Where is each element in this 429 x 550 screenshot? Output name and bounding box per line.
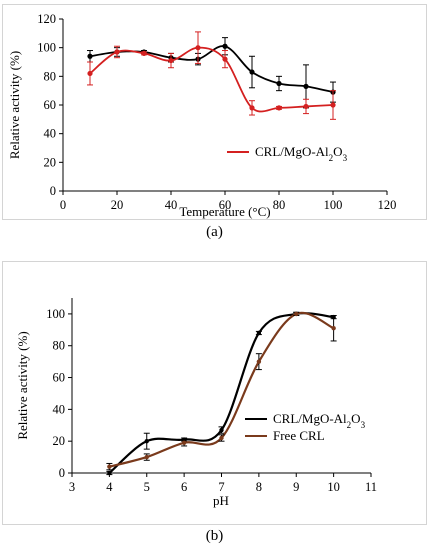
y-tick-label: 40: [53, 402, 66, 416]
series-line: [89, 46, 334, 113]
data-point: [141, 50, 147, 57]
legend-label: CRL/MgO-Al2O3: [273, 411, 366, 430]
legend-subscript: 3: [343, 153, 348, 163]
x-tick-label: 5: [144, 480, 150, 494]
data-point: [107, 470, 112, 476]
x-tick-label: 6: [181, 480, 187, 494]
chart-panel-a: 0 20 40 60 80 100 120 0 20 40 60 80 100 120 Temperatur…: [2, 4, 427, 220]
caption-a-text: (a): [206, 224, 223, 240]
legend-text: O: [333, 144, 342, 159]
y-tick-label: 120: [37, 12, 56, 26]
series-0: [87, 37, 336, 109]
legend-label: CRL/MgO-Al2O3: [255, 144, 348, 163]
legend-subscript: 3: [361, 420, 366, 430]
series-1: [87, 31, 336, 120]
legend-text: CRL/MgO-Al: [255, 144, 329, 159]
x-tick-label: 3: [69, 480, 75, 494]
legend-label: Free CRL: [273, 428, 325, 443]
data-point: [114, 49, 120, 55]
x-axis-label: pH: [213, 493, 229, 508]
data-point: [181, 440, 187, 445]
legend: CRL/MgO-Al2O3: [227, 144, 348, 163]
y-axis-label: Relative activity (%): [7, 51, 22, 159]
y-tick-label: 60: [44, 98, 57, 112]
y-axis-label: Relative activity (%): [15, 331, 30, 439]
x-tick-label: 60: [219, 198, 232, 212]
data-point: [294, 311, 299, 317]
y-tick-label: 80: [53, 339, 66, 353]
x-tick-label: 40: [165, 198, 178, 212]
data-point: [222, 43, 228, 49]
data-point: [144, 438, 149, 444]
y-tick-label: 0: [50, 184, 56, 198]
data-point: [249, 105, 255, 111]
y-tick-label: 80: [44, 69, 57, 83]
y-tick-label: 100: [46, 307, 65, 321]
data-point: [219, 427, 224, 433]
y-tick-label: 60: [53, 371, 66, 385]
data-point: [256, 330, 262, 336]
x-tick-label: 7: [218, 480, 224, 494]
legend-text: O: [351, 411, 360, 426]
legend-text: CRL/MgO-Al: [273, 411, 347, 426]
data-point: [222, 56, 228, 62]
x-tick-label: 8: [256, 480, 262, 494]
temperature-chart: 0 20 40 60 80 100 120 0 20 40 60 80 100 120 Temperatur…: [7, 12, 397, 219]
x-tick-label: 9: [293, 480, 299, 494]
chart-panel-b: 0 20 40 60 80 100 3 4 5 6 7 8 9 10 11 pH Relative activi…: [2, 261, 427, 525]
data-point: [168, 57, 174, 64]
data-point: [144, 454, 149, 460]
data-point: [87, 53, 93, 59]
x-tick-label: 120: [378, 198, 397, 212]
x-tick-label: 20: [111, 198, 124, 212]
data-point: [195, 45, 201, 51]
y-tick-label: 40: [44, 127, 57, 141]
data-point: [303, 83, 309, 89]
data-point: [249, 69, 255, 75]
y-tick-label: 100: [37, 41, 56, 55]
data-point: [276, 80, 282, 87]
y-tick-label: 0: [59, 466, 65, 480]
data-point: [303, 103, 309, 110]
series-1: [106, 311, 337, 471]
ph-chart: 0 20 40 60 80 100 3 4 5 6 7 8 9 10 11 pH Relative activi…: [15, 298, 377, 508]
x-tick-label: 10: [327, 480, 340, 494]
x-axis-label: Temperature (°C): [179, 204, 270, 219]
data-point: [331, 326, 336, 331]
data-point: [276, 105, 282, 111]
data-point: [330, 102, 336, 108]
x-tick-label: 80: [273, 198, 286, 212]
y-tick-label: 20: [53, 434, 66, 448]
caption-a: (a): [0, 224, 429, 241]
x-tick-label: 11: [365, 480, 377, 494]
x-tick-label: 100: [324, 198, 343, 212]
series-line: [89, 45, 334, 93]
data-point: [107, 464, 112, 469]
data-point: [256, 359, 262, 364]
data-point: [87, 70, 93, 77]
data-point: [219, 435, 224, 441]
x-tick-label: 4: [106, 480, 113, 494]
legend-text: Free CRL: [273, 428, 325, 443]
legend-subscript: 2: [329, 153, 334, 163]
x-tick-label: 0: [60, 198, 66, 212]
caption-b: (b): [0, 528, 429, 545]
y-tick-label: 20: [44, 155, 57, 169]
series-line: [108, 312, 334, 474]
legend-subscript: 2: [347, 420, 352, 430]
series-0: [106, 311, 337, 476]
caption-b-text: (b): [205, 528, 224, 544]
